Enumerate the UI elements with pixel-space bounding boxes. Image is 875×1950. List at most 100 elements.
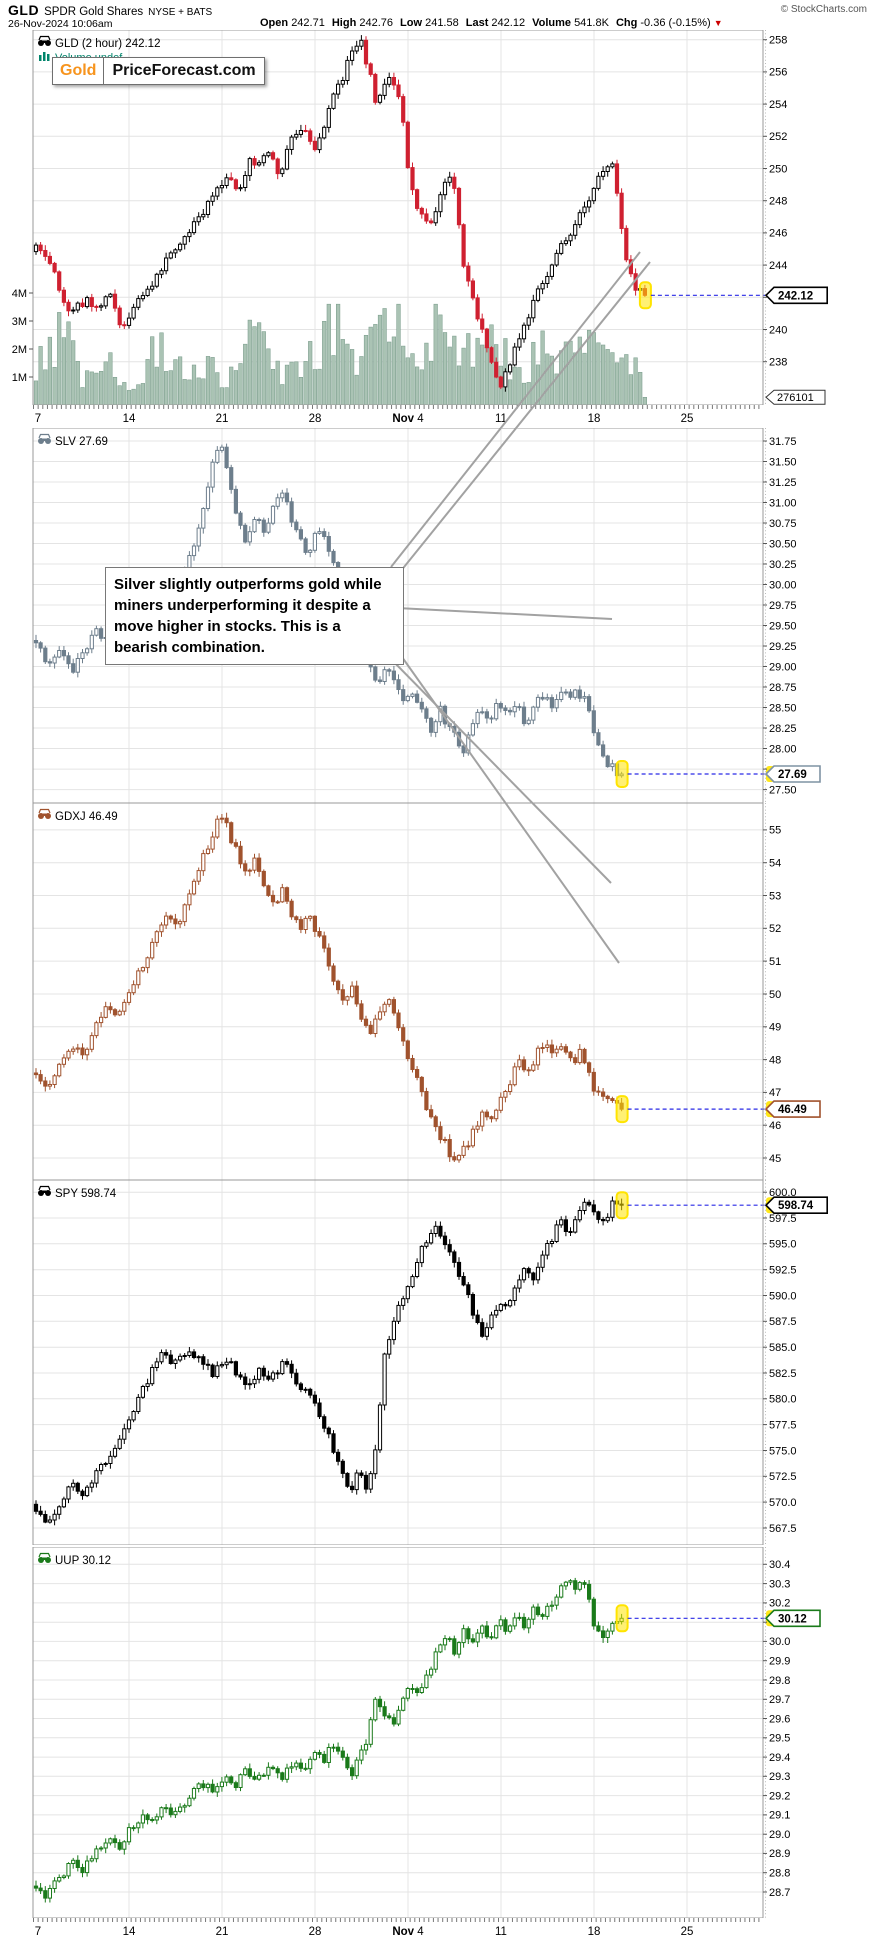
x-axis-date-label: 11 — [495, 1926, 507, 1938]
y-axis-tick-label: 580.0 — [769, 1394, 797, 1406]
panel-spy-plot — [33, 1191, 629, 1526]
y-axis-tick-label: 31.50 — [769, 456, 797, 468]
y-axis-tick-label: 29.2 — [769, 1790, 790, 1802]
y-axis-tick-label: 250 — [769, 163, 787, 175]
y-axis-tick-label: 28.50 — [769, 702, 797, 714]
y-axis-tick-label: 54 — [769, 858, 781, 870]
y-axis-tick-label: 244 — [769, 260, 787, 272]
svg-text:46.49: 46.49 — [778, 1104, 807, 1116]
y-axis-tick-label: 248 — [769, 196, 787, 208]
y-axis-tick-label: 29.1 — [769, 1810, 790, 1822]
last-candle-highlight — [615, 1095, 629, 1124]
y-axis-tick-label: 597.5 — [769, 1213, 797, 1225]
y-axis-tick-label: 47 — [769, 1087, 781, 1099]
volume-axis-label: 1M — [12, 372, 27, 384]
x-axis-date-label: 11 — [495, 413, 507, 425]
symbol-name: SPDR Gold Shares — [44, 6, 144, 18]
panel-uup-plot — [33, 1577, 629, 1903]
y-axis-tick-label: 31.00 — [769, 497, 797, 509]
last-candle-highlight — [615, 1191, 629, 1220]
panel-symbol-label: GDXJ 46.49 — [55, 811, 118, 823]
y-axis-tick-label: 30.3 — [769, 1578, 790, 1590]
symbol-title: GLD — [8, 2, 40, 18]
y-axis-tick-label: 30.2 — [769, 1598, 790, 1610]
y-axis-tick-label: 30.4 — [769, 1559, 790, 1571]
y-axis-tick-label: 600.0 — [769, 1187, 797, 1199]
high-value: 242.76 — [359, 16, 394, 29]
y-axis-tick-label: 570.0 — [769, 1497, 797, 1509]
open-label: Open — [260, 16, 289, 29]
y-axis-tick-label: 49 — [769, 1022, 781, 1034]
y-axis-tick-label: 28.8 — [769, 1868, 790, 1880]
svg-text:276101: 276101 — [777, 392, 814, 404]
y-axis-tick-label: 28.7 — [769, 1887, 790, 1899]
y-axis-tick-label: 50 — [769, 989, 781, 1001]
y-axis-tick-label: 567.5 — [769, 1523, 797, 1535]
y-axis-tick-label: 28.75 — [769, 682, 797, 694]
y-axis-tick-label: 29.8 — [769, 1675, 790, 1687]
y-axis-tick-label: 30.75 — [769, 518, 797, 530]
volume-axis-label: 4M — [12, 288, 27, 300]
last-candle-highlight — [615, 760, 629, 788]
panel-gdxj-plot — [33, 812, 629, 1163]
datetime-label: 26-Nov-2024 10:06am — [8, 18, 113, 30]
annotation-line: miners underperforming it despite a — [114, 597, 371, 614]
volume-bars-icon — [39, 52, 50, 61]
x-axis-date-label: 21 — [216, 413, 229, 425]
y-axis-tick-label: 254 — [769, 99, 787, 111]
title-row: GLD SPDR Gold Shares NYSE + BATS — [8, 2, 212, 20]
volume-value: 541.8K — [574, 16, 609, 29]
y-axis-tick-label: 29.7 — [769, 1694, 790, 1706]
binoculars-icon — [38, 35, 51, 46]
y-axis-tick-label: 51 — [769, 956, 781, 968]
y-axis-tick-label: 29.9 — [769, 1656, 790, 1668]
y-axis-tick-label: 595.0 — [769, 1239, 797, 1251]
volume-axis-label: 2M — [12, 344, 27, 356]
y-axis-tick-label: 29.5 — [769, 1733, 790, 1745]
x-axis-date-label: Nov 4 — [392, 1926, 424, 1938]
x-axis-date-label: Nov 4 — [392, 413, 424, 425]
y-axis-tick-label: 252 — [769, 131, 787, 143]
low-value: 241.58 — [425, 16, 459, 29]
last-price-tag — [764, 1196, 828, 1214]
panel-symbol-label: UUP 30.12 — [55, 1555, 111, 1567]
logo-gold-text: Gold — [53, 58, 105, 84]
y-axis-tick-label: 31.75 — [769, 436, 797, 448]
y-axis-tick-label: 28.25 — [769, 723, 797, 735]
exchange-label: NYSE + BATS — [148, 7, 213, 18]
stockcharts-watermark: © StockCharts.com — [780, 4, 867, 15]
last-price-tag — [764, 1100, 821, 1118]
y-axis-tick-label: 29.25 — [769, 641, 797, 653]
last-candle-highlight — [638, 281, 652, 310]
y-axis-tick-label: 52 — [769, 923, 781, 935]
y-axis-tick-label: 48 — [769, 1054, 781, 1066]
svg-text:30.12: 30.12 — [778, 1613, 807, 1625]
low-label: Low — [400, 16, 423, 29]
y-axis-tick-label: 240 — [769, 324, 787, 336]
panel-symbol-label: GLD (2 hour) 242.12 — [55, 38, 160, 50]
chg-label: Chg — [615, 16, 638, 29]
binoculars-icon — [38, 1185, 51, 1196]
y-axis-tick-label: 238 — [769, 357, 787, 369]
y-axis-tick-label: 30.25 — [769, 559, 797, 571]
y-axis-tick-label: 30.50 — [769, 538, 797, 550]
y-axis-tick-label: 29.3 — [769, 1771, 790, 1783]
volume-label: Volume — [532, 16, 571, 29]
annotation-text-box: Silver slightly outperforms gold while m… — [105, 567, 404, 665]
y-axis-tick-label: 31.25 — [769, 477, 797, 489]
open-value: 242.71 — [291, 16, 325, 29]
y-axis-tick-label: 590.0 — [769, 1290, 797, 1302]
x-axis-date-label: 21 — [216, 1926, 229, 1938]
y-axis-tick-label: 258 — [769, 35, 787, 47]
annotation-line: bearish combination. — [114, 639, 265, 656]
x-axis-date-label: 28 — [309, 1926, 322, 1938]
y-axis-tick-label: 577.5 — [769, 1419, 797, 1431]
y-axis-tick-label: 28.9 — [769, 1848, 790, 1860]
last-price-tag — [764, 1609, 821, 1628]
y-axis-tick-label: 29.6 — [769, 1713, 790, 1725]
y-axis-tick-label: 29.00 — [769, 661, 797, 673]
y-axis-tick-label: 28.00 — [769, 743, 797, 755]
binoculars-icon — [38, 1552, 51, 1563]
y-axis-tick-label: 575.0 — [769, 1445, 797, 1457]
x-axis-date-label: 18 — [588, 1926, 601, 1938]
